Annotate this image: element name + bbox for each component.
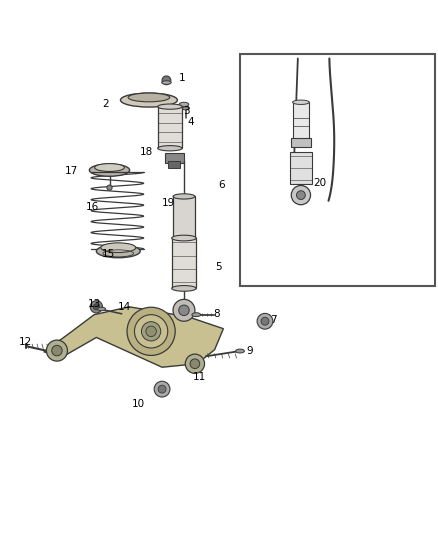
Bar	[172, 238, 196, 288]
Text: 11: 11	[193, 373, 206, 382]
Circle shape	[134, 314, 168, 348]
Bar	[173, 197, 195, 240]
Ellipse shape	[236, 349, 244, 353]
Text: 5: 5	[215, 262, 223, 271]
Text: 6: 6	[218, 181, 225, 190]
Circle shape	[154, 381, 170, 397]
Polygon shape	[44, 307, 223, 367]
Circle shape	[107, 185, 112, 190]
Ellipse shape	[192, 313, 201, 317]
Text: 7: 7	[270, 315, 277, 325]
Text: 3: 3	[183, 106, 190, 116]
Ellipse shape	[89, 164, 130, 176]
Circle shape	[261, 317, 269, 325]
Ellipse shape	[98, 307, 106, 311]
Ellipse shape	[101, 243, 136, 253]
Circle shape	[185, 354, 205, 374]
Circle shape	[90, 301, 102, 313]
Ellipse shape	[293, 100, 309, 104]
Ellipse shape	[120, 93, 177, 107]
Ellipse shape	[162, 81, 171, 84]
Circle shape	[141, 322, 161, 341]
Ellipse shape	[182, 107, 189, 110]
Circle shape	[173, 300, 195, 321]
Circle shape	[52, 345, 62, 356]
Circle shape	[291, 185, 311, 205]
Bar	[168, 161, 180, 167]
Circle shape	[146, 326, 156, 336]
Circle shape	[46, 340, 67, 361]
Bar	[165, 152, 184, 163]
Bar	[158, 107, 182, 148]
Text: 17: 17	[65, 166, 78, 176]
Ellipse shape	[158, 146, 182, 151]
Ellipse shape	[128, 93, 170, 102]
Bar	[293, 102, 309, 142]
Circle shape	[158, 385, 166, 393]
Text: 20: 20	[313, 178, 326, 188]
Ellipse shape	[95, 164, 124, 172]
Circle shape	[162, 76, 171, 85]
Text: 15: 15	[102, 249, 115, 259]
Ellipse shape	[173, 194, 195, 199]
Text: 9: 9	[246, 346, 253, 356]
Text: 12: 12	[19, 337, 32, 348]
Circle shape	[257, 313, 273, 329]
Text: 19: 19	[162, 198, 175, 208]
Bar	[291, 138, 311, 147]
Text: 1: 1	[178, 73, 185, 83]
Text: 4: 4	[187, 117, 194, 127]
Circle shape	[297, 191, 305, 199]
Ellipse shape	[172, 235, 196, 241]
Circle shape	[190, 359, 200, 368]
Circle shape	[179, 305, 189, 316]
Ellipse shape	[179, 102, 189, 107]
Text: 2: 2	[102, 100, 109, 109]
Ellipse shape	[158, 104, 182, 109]
Text: 13: 13	[88, 298, 101, 309]
Ellipse shape	[96, 245, 140, 258]
Ellipse shape	[172, 286, 196, 291]
Text: 16: 16	[85, 203, 99, 212]
Bar	[240, 54, 435, 286]
Text: 8: 8	[213, 309, 220, 319]
Bar	[290, 151, 312, 184]
Circle shape	[93, 304, 99, 310]
Text: 18: 18	[140, 147, 153, 157]
Text: 14: 14	[118, 302, 131, 312]
Text: 10: 10	[131, 399, 145, 409]
Circle shape	[127, 307, 175, 356]
